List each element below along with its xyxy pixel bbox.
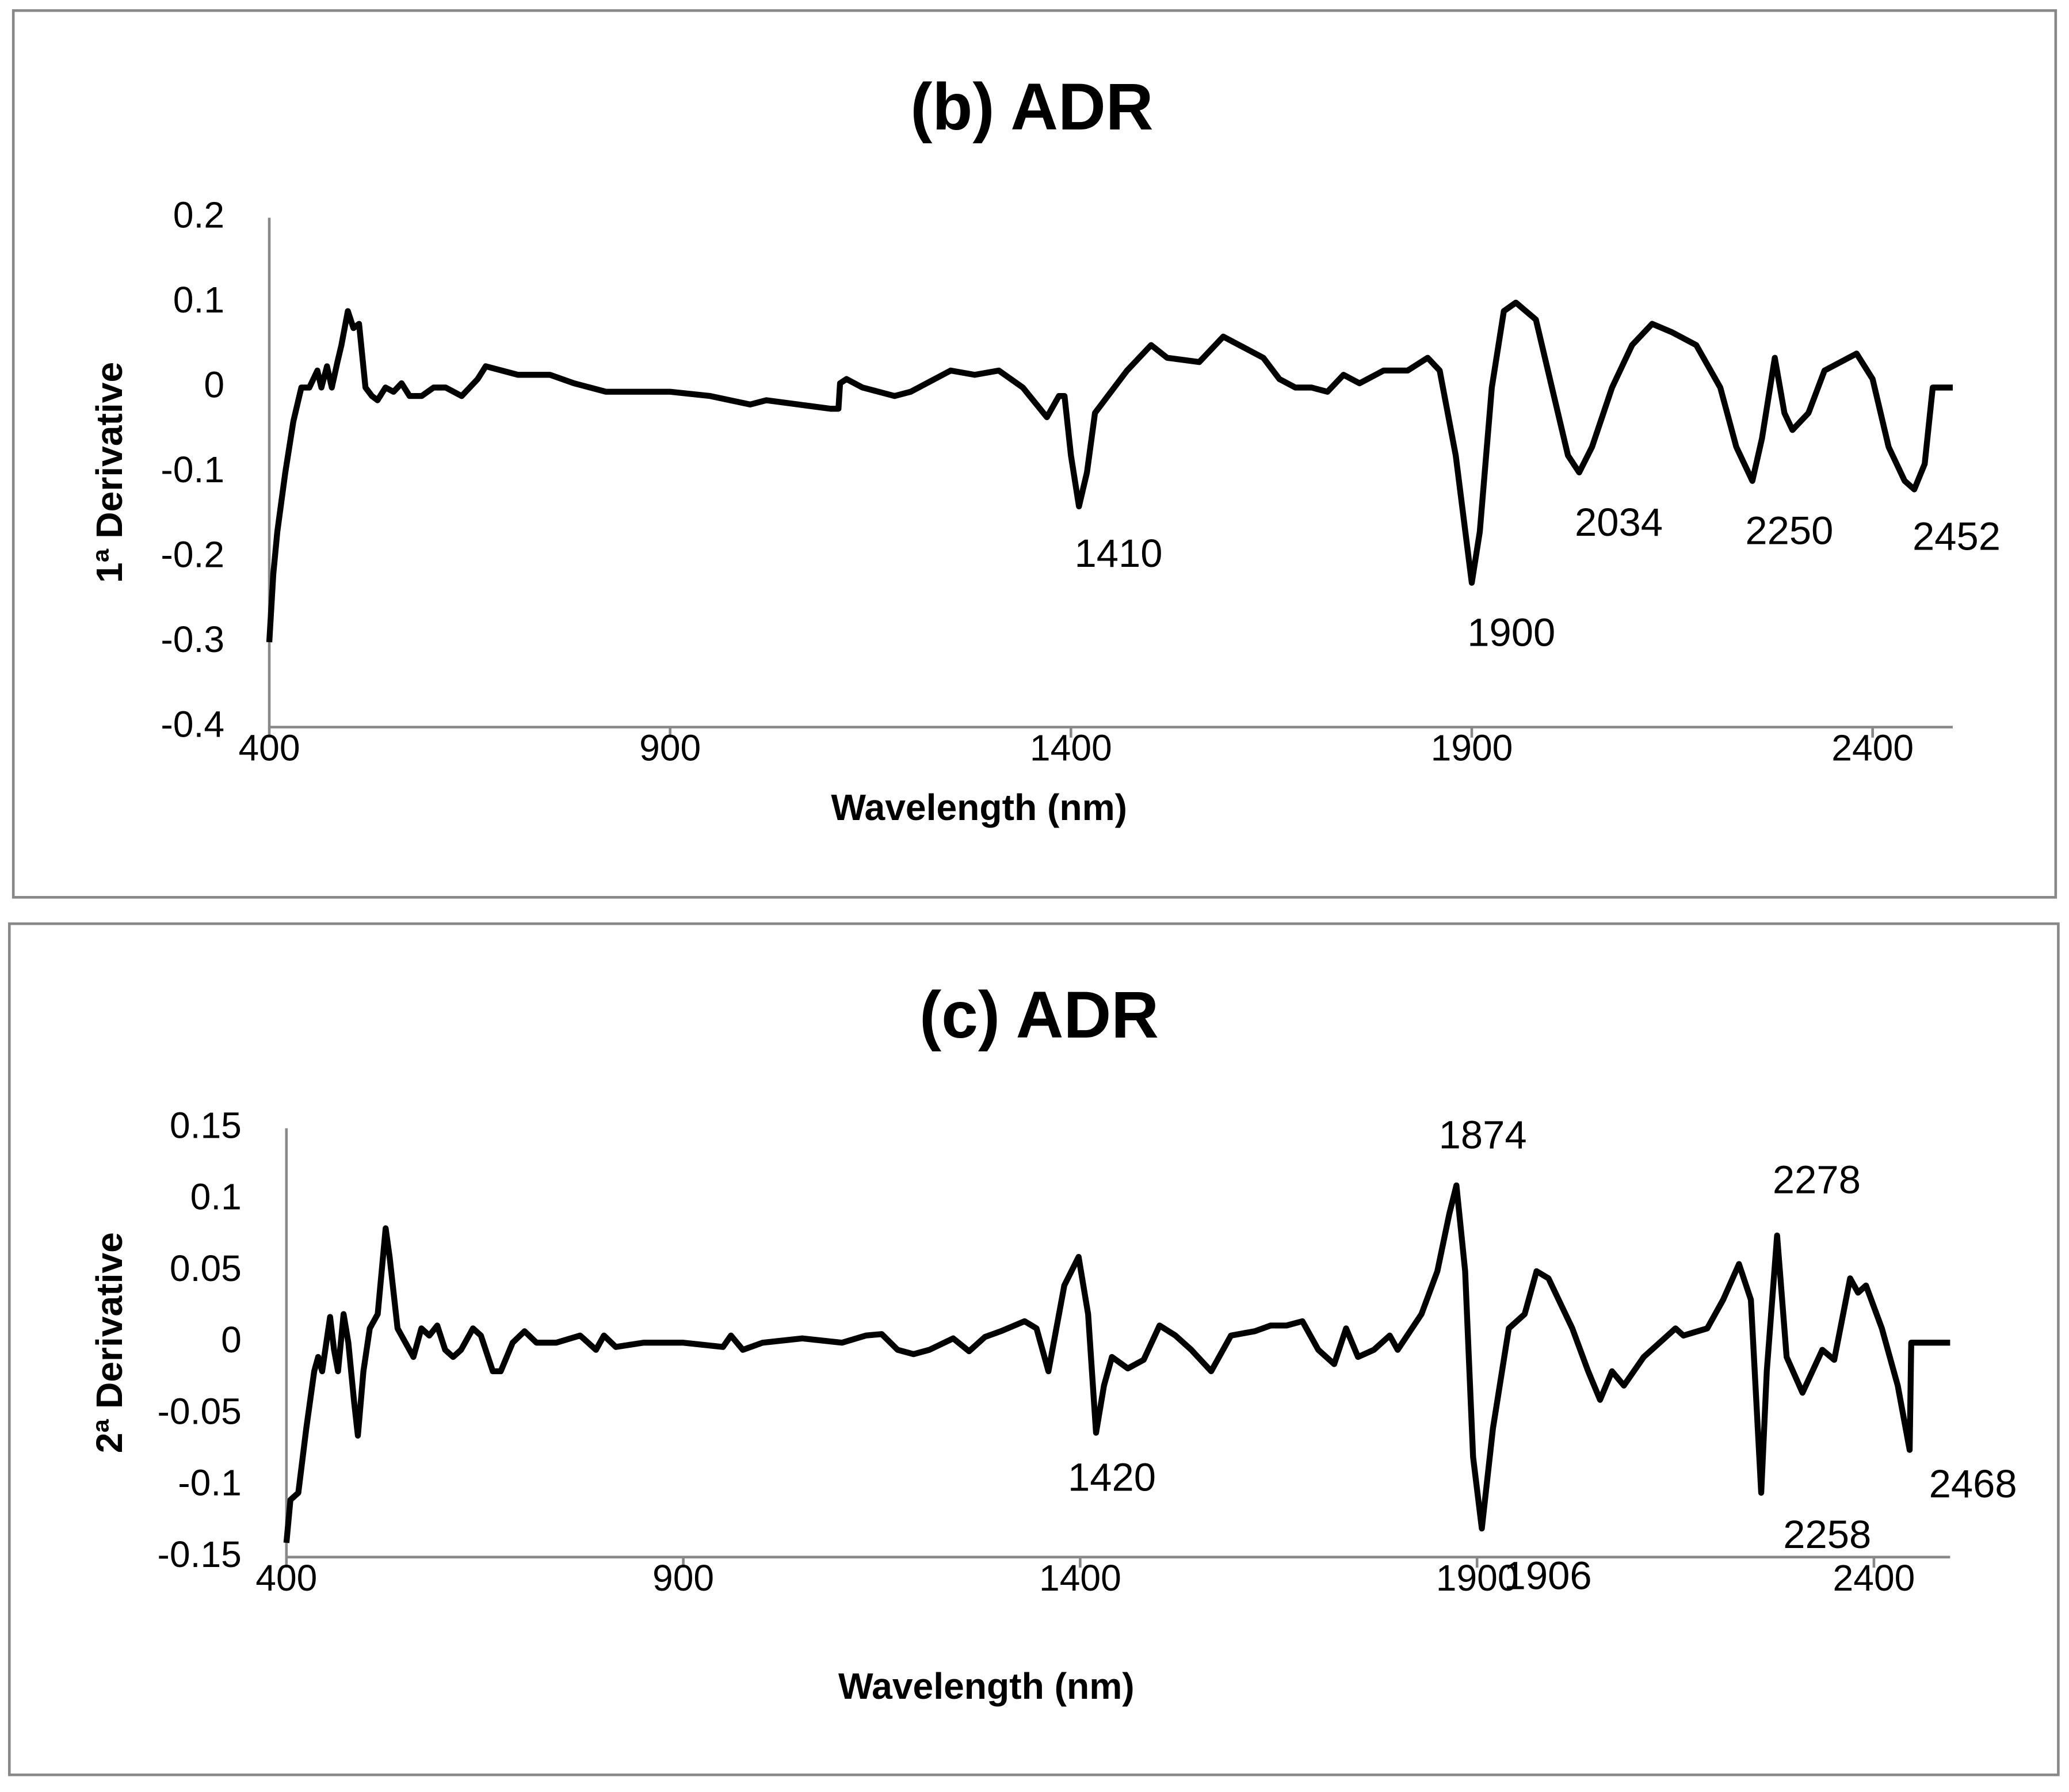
annotation: 1410	[1075, 531, 1163, 575]
annotation: 2278	[1773, 1157, 1861, 1202]
annotation: 2468	[1929, 1462, 2017, 1506]
y-tick-label: 0	[204, 364, 224, 405]
y-tick-label: 0.1	[173, 279, 224, 321]
y-tick-label: 0	[221, 1319, 242, 1360]
x-tick-label: 900	[652, 1557, 714, 1599]
x-tick-label: 900	[639, 727, 701, 769]
x-axis-label: Wavelength (nm)	[838, 1665, 1135, 1707]
annotation: 2034	[1575, 500, 1663, 544]
y-tick-label: 0.15	[170, 1105, 242, 1146]
data-line	[283, 1182, 1950, 1543]
annotation: 2452	[1913, 514, 2001, 559]
y-axis-label: 2ª Derivative	[89, 1232, 130, 1453]
chart-frame	[7, 922, 2060, 1776]
y-tick-label: -0.3	[161, 619, 224, 660]
data-line	[266, 299, 1953, 643]
y-tick-label: 0.2	[173, 194, 224, 235]
x-tick-label: 1900	[1431, 727, 1513, 769]
x-tick-label: 1400	[1030, 727, 1112, 769]
y-tick-label: -0.2	[161, 533, 224, 575]
y-tick-label: 0.05	[170, 1248, 242, 1289]
annotation: 2250	[1745, 509, 1833, 553]
y-tick-label: -0.15	[158, 1534, 242, 1575]
chart-frame	[12, 9, 2057, 899]
x-tick-label: 400	[255, 1557, 317, 1599]
y-tick-label: -0.1	[161, 449, 224, 490]
y-tick-label: 0.1	[190, 1176, 242, 1218]
x-tick-label: 2400	[1833, 1557, 1915, 1599]
annotation: 1874	[1439, 1113, 1527, 1157]
chart-title: (b) ADR	[910, 70, 1153, 144]
annotation: 1900	[1467, 611, 1555, 655]
y-axis-label: 1ª Derivative	[89, 362, 130, 583]
x-tick-label: 400	[238, 727, 300, 769]
x-tick-label: 2400	[1831, 727, 1914, 769]
x-tick-label: 1400	[1039, 1557, 1121, 1599]
annotation: 2258	[1783, 1512, 1871, 1557]
y-tick-label: -0.1	[178, 1462, 242, 1504]
x-axis-label: Wavelength (nm)	[831, 787, 1127, 828]
annotation: 1906	[1504, 1553, 1592, 1597]
x-tick-label: 1900	[1436, 1557, 1518, 1599]
chart-title: (c) ADR	[919, 978, 1159, 1052]
y-tick-label: -0.4	[161, 703, 224, 745]
y-tick-label: -0.05	[158, 1390, 242, 1432]
annotation: 1420	[1068, 1455, 1156, 1499]
